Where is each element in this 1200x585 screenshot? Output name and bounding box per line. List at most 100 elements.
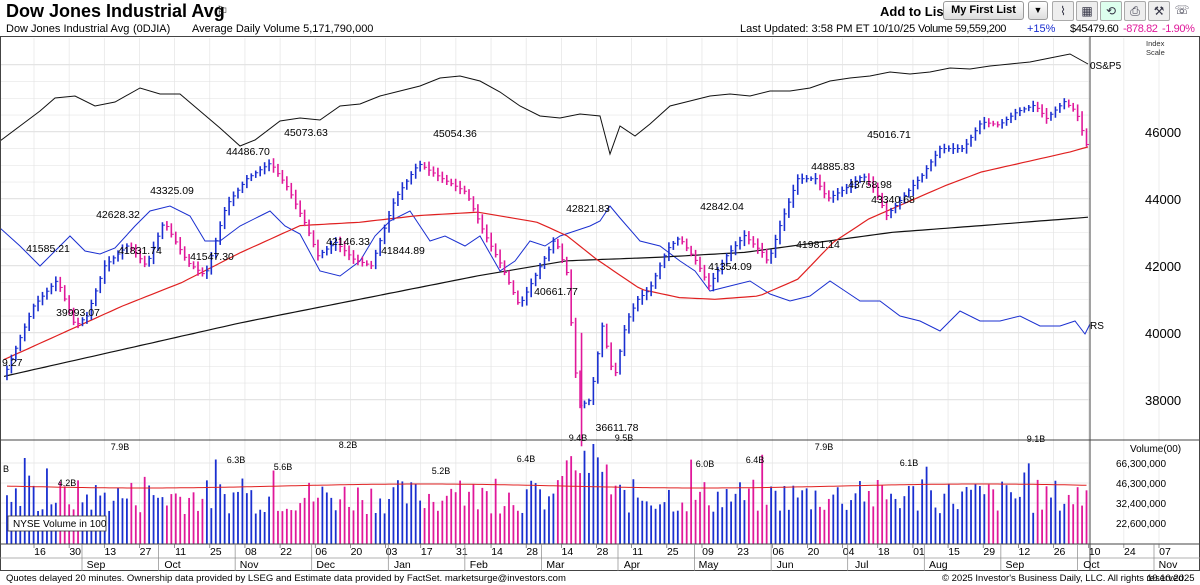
date-tick-label: 13 [104, 546, 116, 558]
month-label: Sep [1006, 559, 1025, 571]
month-label: Apr [624, 559, 641, 571]
volume-annotation: 9.5B [615, 433, 634, 443]
date-tick-label: 22 [280, 546, 292, 558]
date-tick-label: 29 [983, 546, 995, 558]
chart-labels: 9.27 41585.21 39993.07 42628.32 41831.74 4332… [2, 61, 1122, 488]
footer-left: Quotes delayed 20 minutes. Ownership dat… [6, 573, 566, 584]
date-tick-label: 24 [1124, 546, 1136, 558]
price-annotation: 44486.70 [226, 146, 270, 158]
volume-legend: NYSE Volume in 100 [13, 519, 107, 530]
price-annotation: 9.27 [2, 357, 23, 369]
info-price: $45479.60 [1070, 23, 1119, 35]
footer: Quotes delayed 20 minutes. Ownership dat… [0, 572, 1200, 585]
date-tick-label: 27 [140, 546, 152, 558]
price-annotation: 45016.71 [867, 129, 911, 141]
link-icon[interactable]: ⟲ [1100, 1, 1122, 21]
date-tick-label: 25 [667, 546, 679, 558]
price-annotation: 43340.68 [871, 194, 915, 206]
volume-annotation: 7.9B [815, 442, 834, 452]
price-annotation: 41547.30 [190, 251, 234, 263]
volume-bars [6, 444, 1088, 544]
price-tick-label: 42000 [1145, 259, 1181, 274]
info-change: -878.82 [1123, 23, 1158, 35]
volume-annotation: 8.2B [339, 440, 358, 450]
grid-icon[interactable]: ▦ [1076, 1, 1098, 21]
page-title: Dow Jones Industrial Avg [6, 1, 225, 21]
phone-icon[interactable]: ☏ [1174, 3, 1190, 17]
date-tick-label: 28 [526, 546, 538, 558]
volume-annotation: 6.0B [696, 459, 715, 469]
price-annotation: 45073.63 [284, 127, 328, 139]
date-tick-label: 17 [421, 546, 433, 558]
price-annotation: 43758.98 [848, 179, 892, 191]
chevron-down-icon[interactable]: ▼ [1028, 1, 1048, 20]
price-annotation: 44885.83 [811, 161, 855, 173]
volume-annotation: 6.3B [227, 455, 246, 465]
volume-annotation: B [3, 464, 9, 474]
date-tick-label: 20 [351, 546, 363, 558]
month-label: Jan [394, 559, 411, 571]
date-tick-label: 10 [1089, 546, 1101, 558]
list-select-button[interactable]: My First List [943, 1, 1024, 20]
chart-icon[interactable]: ⌇ [1052, 1, 1074, 21]
month-label: Sep [87, 559, 106, 571]
price-annotation: 42842.04 [700, 201, 744, 213]
date-tick-label: 04 [843, 546, 855, 558]
price-annotation: 41831.74 [118, 245, 162, 257]
date-tick-label: 11 [632, 546, 643, 558]
volume-annotation: 5.2B [432, 466, 451, 476]
month-label: May [699, 559, 720, 571]
date-tick-label: 11 [175, 546, 186, 558]
month-label: Oct [164, 559, 180, 571]
info-volume-change: +15% [1027, 23, 1056, 35]
volume-moving-average [6, 483, 1087, 489]
price-chart: 9.27 41585.21 39993.07 42628.32 41831.74 4332… [0, 36, 1200, 571]
price-annotation: 40661.77 [534, 286, 578, 298]
price-tick-label: 40000 [1145, 326, 1181, 341]
volume-legend-box [7, 515, 107, 532]
month-label: Jun [777, 559, 794, 571]
price-tick-label: 44000 [1145, 192, 1181, 207]
date-tick-label: 08 [245, 546, 257, 558]
date-tick-label: 18 [878, 546, 890, 558]
price-annotation: 42146.33 [326, 236, 370, 248]
date-tick-label: 12 [1019, 546, 1031, 558]
scale-label: Scale [1146, 48, 1165, 57]
wrench-icon[interactable]: ⚒ [1148, 1, 1170, 21]
volume-annotation: 9.1B [1027, 434, 1046, 444]
volume-annotation: 5.6B [274, 462, 293, 472]
date-tick-label: 14 [491, 546, 503, 558]
date-tick-label: 07 [1159, 546, 1171, 558]
sp5-line [0, 53, 1089, 156]
month-label: Feb [470, 559, 488, 571]
rs-line [0, 205, 1091, 335]
date-tick-label: 25 [210, 546, 222, 558]
info-name: Dow Jones Industrial Avg [6, 23, 130, 35]
info-volume: Volume 59,559,200 [918, 23, 1006, 35]
add-to-list-label: Add to List: [880, 4, 953, 19]
volume-annotation: 6.1B [900, 458, 919, 468]
price-annotation: 45054.36 [433, 128, 477, 140]
date-tick-label: 01 [913, 546, 925, 558]
price-annotation: 41354.09 [708, 261, 752, 273]
price-annotation: 41844.89 [381, 245, 425, 257]
price-annotation: 41981.14 [796, 239, 840, 251]
volume-annotation: 6.4B [517, 454, 536, 464]
date-tick-label: 03 [386, 546, 398, 558]
info-symbol: (0DJIA) [133, 23, 171, 35]
date-tick-label: 14 [562, 546, 574, 558]
print-icon[interactable]: ⎙ [1124, 1, 1146, 21]
date-tick-label: 23 [737, 546, 749, 558]
date-tick-label: 06 [315, 546, 327, 558]
rs-label: RS [1090, 321, 1104, 332]
info-bar: Dow Jones Industrial Avg (0DJIA) Average… [0, 22, 1200, 36]
scale-label: Index [1146, 39, 1165, 48]
sp5-label: 0S&P5 [1090, 61, 1122, 72]
info-change-pct: -1.90% [1162, 23, 1195, 35]
date-tick-label: 28 [597, 546, 609, 558]
flag-icon[interactable]: ⚐ [216, 3, 229, 19]
volume-annotation: 6.4B [746, 455, 765, 465]
price-annotation: 39993.07 [56, 307, 100, 319]
date-tick-label: 30 [69, 546, 81, 558]
month-label: Oct [1083, 559, 1099, 571]
